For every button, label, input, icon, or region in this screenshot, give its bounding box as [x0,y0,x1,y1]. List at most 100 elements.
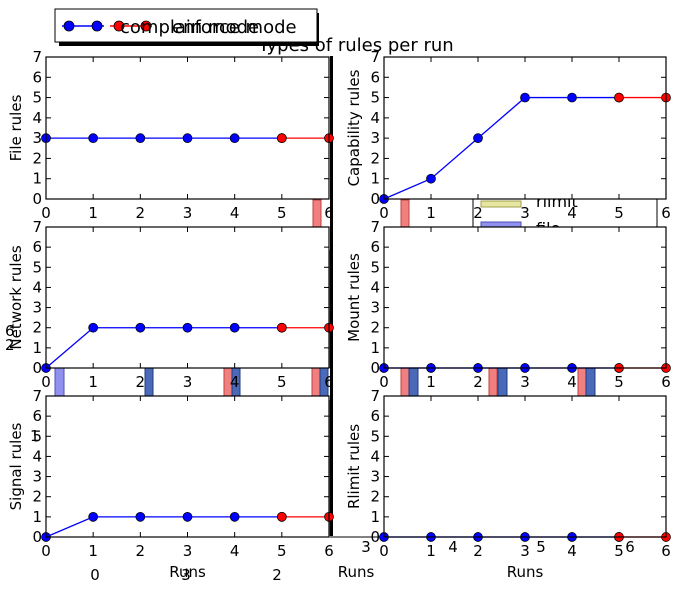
ghost-xtick: 5 [536,538,546,556]
data-point-complain [88,133,99,143]
shared-x-axis-label: Runs [338,563,375,581]
y-axis-label: Capability rules [345,69,363,186]
x-tick-label: 5 [614,204,624,222]
ghost-bar [54,367,65,397]
x-tick-label: 4 [567,542,577,560]
x-tick-label: 3 [520,542,530,560]
data-point-complain [182,133,193,143]
x-tick-label: 5 [277,542,287,560]
series-line-complain [45,327,282,369]
x-tick-label: 1 [426,204,436,222]
x-tick-label: 1 [88,204,98,222]
plot-frame [45,226,330,369]
x-tick-label: 4 [567,204,577,222]
y-tick-label: 5 [32,427,42,445]
x-tick-label: 2 [473,373,483,391]
y-tick-label: 4 [370,278,380,296]
data-point-enforce [276,322,287,333]
x-tick-label: 1 [426,373,436,391]
data-point-enforce [614,92,624,103]
x-tick-label: 0 [41,204,51,222]
subplot-5: 0 1 2 3 4 5 6 0 1 2 3 4 5 6 7 Signal rules Runs [7,387,334,581]
x-tick-label: 6 [661,542,671,560]
y-tick-label: 6 [370,238,380,256]
ghost-xtick: 4 [448,538,458,556]
y-tick-label: 1 [32,339,42,357]
y-tick-label: 5 [370,258,380,276]
x-tick-label: 5 [277,204,287,222]
ghost-xtick: 3 [181,566,191,584]
y-tick-label: 4 [370,447,380,465]
y-tick-label: 7 [370,387,380,405]
data-point-complain [229,133,240,143]
y-tick-label: 3 [32,129,42,147]
data-point-complain [135,133,146,143]
plot-frame [45,395,330,538]
y-axis-label: File rules [7,94,25,161]
series-line-complain [383,96,619,200]
plot-frame [45,56,330,200]
ghost-bar [488,367,498,397]
y-tick-label: 2 [370,149,380,167]
x-tick-label: 5 [277,373,287,391]
plot-area [46,57,329,199]
y-tick-label: 7 [370,218,380,236]
ghost-bar [400,199,410,229]
y-tick-label: 5 [32,258,42,276]
x-tick-label: 1 [88,373,98,391]
y-tick-label: 2 [32,319,42,337]
subplot-4: 0 1 2 3 4 5 6 0 1 2 3 4 5 6 7 Mount rules [345,218,671,391]
x-tick-label: 2 [473,204,483,222]
x-tick-label: 2 [473,542,483,560]
y-tick-label: 0 [370,190,380,208]
ghost-bar [312,199,322,229]
ghost-xtick: 2 [272,566,282,584]
y-tick-label: 0 [32,528,42,546]
x-tick-label: 3 [520,204,530,222]
x-tick-label: 4 [567,373,577,391]
y-tick-label: 1 [370,508,380,526]
data-point-enforce [276,133,287,143]
x-tick-label: 0 [379,204,389,222]
y-tick-label: 6 [370,68,380,86]
ghost-bar [577,367,587,397]
y-tick-label: 4 [32,278,42,296]
data-point-complain [135,512,146,522]
data-point-complain [473,133,483,143]
x-tick-label: 6 [661,373,671,391]
ghost-ytick: 1 [30,427,40,445]
x-tick-label: 3 [183,542,193,560]
y-tick-label: 1 [370,170,380,188]
x-tick-label: 4 [230,204,240,222]
ghost-xtick: 6 [625,538,635,556]
y-axis-label: Network rules [7,245,25,349]
y-tick-label: 0 [370,359,380,377]
y-axis-label: Mount rules [345,253,363,342]
x-tick-label: 1 [88,542,98,560]
y-tick-label: 2 [32,488,42,506]
x-tick-label: 0 [379,373,389,391]
legend-label-complain: complain mode [120,17,259,38]
ghost-bar [585,367,596,397]
data-point-complain [182,322,193,333]
legend-marker-complain [91,20,103,32]
data-point-complain [567,92,577,103]
y-tick-label: 7 [32,48,42,66]
data-point-complain [229,322,240,333]
y-axis-label: Rlimit rules [345,424,363,509]
x-axis-label: Runs [169,563,206,581]
data-point-complain [88,512,99,522]
x-axis-label: Runs [507,563,544,581]
y-tick-label: 2 [370,488,380,506]
y-tick-label: 7 [32,218,42,236]
data-point-complain [182,512,193,522]
subplot-1: 0 1 2 3 4 5 6 0 1 2 3 4 5 6 7 File rules [7,48,334,222]
x-tick-label: 0 [41,373,51,391]
y-tick-label: 0 [32,190,42,208]
data-point-complain [88,322,99,333]
x-tick-label: 5 [614,542,624,560]
y-axis-label: Signal rules [7,422,25,510]
data-point-enforce [276,512,287,522]
